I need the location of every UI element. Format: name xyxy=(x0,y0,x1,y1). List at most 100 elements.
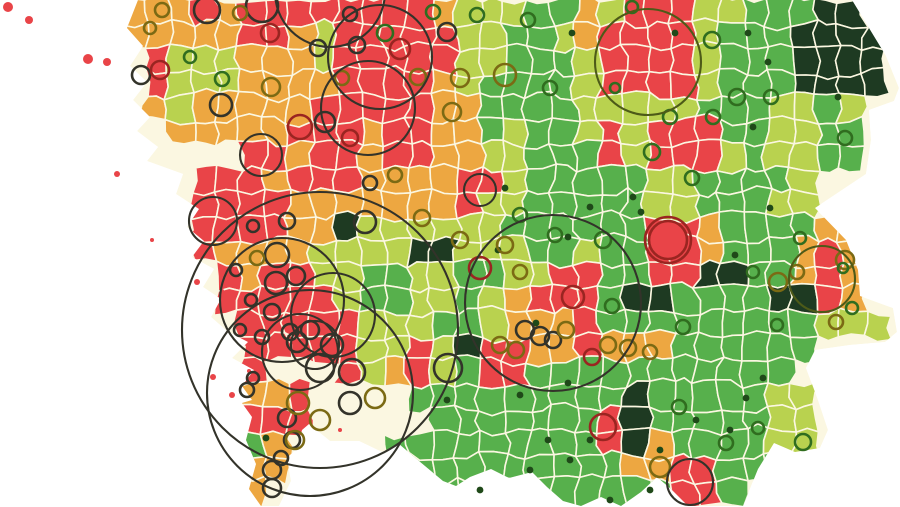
ring-marker xyxy=(361,174,379,192)
island xyxy=(114,171,120,177)
ring-marker xyxy=(827,313,845,331)
ring-marker-layer xyxy=(130,0,860,499)
ring-marker xyxy=(618,338,638,358)
dot-marker xyxy=(501,184,509,192)
ring-marker xyxy=(449,67,471,89)
island xyxy=(150,238,154,242)
dot-marker xyxy=(262,434,270,442)
municipality-cell xyxy=(816,143,842,174)
island xyxy=(83,54,93,64)
dot-marker-layer xyxy=(262,29,842,504)
graduated-circle xyxy=(665,457,715,507)
ring-marker xyxy=(363,386,387,410)
dot-marker xyxy=(646,486,654,494)
ring-marker xyxy=(286,113,314,141)
municipality-cell xyxy=(547,401,581,434)
region-layer xyxy=(127,0,899,506)
municipality-cell xyxy=(380,190,412,223)
ring-marker xyxy=(529,325,551,347)
ring-marker xyxy=(424,3,442,21)
ring-marker xyxy=(341,5,359,23)
ring-marker xyxy=(263,241,291,269)
ring-marker xyxy=(769,317,785,333)
ring-marker xyxy=(263,270,289,296)
ring-marker xyxy=(593,230,613,250)
municipality-cell xyxy=(647,46,675,74)
municipality-cell xyxy=(837,143,866,173)
municipality-cell xyxy=(478,476,509,506)
ring-marker xyxy=(541,79,559,97)
municipality-cell xyxy=(764,115,797,145)
ring-marker xyxy=(750,420,766,436)
municipality-cell xyxy=(714,190,746,213)
ring-marker xyxy=(704,108,722,126)
dot-marker xyxy=(586,203,594,211)
dot-marker xyxy=(516,391,524,399)
ring-marker xyxy=(642,142,662,162)
municipality-cell xyxy=(547,428,578,458)
ring-marker xyxy=(492,62,518,88)
ring-marker xyxy=(767,271,789,293)
municipality-cell xyxy=(478,44,508,78)
municipality-cell xyxy=(669,43,696,77)
ring-marker xyxy=(340,128,360,148)
dot-marker xyxy=(764,58,772,66)
ring-marker xyxy=(347,35,367,55)
dot-marker xyxy=(766,204,774,212)
ring-marker xyxy=(495,235,515,255)
dot-marker xyxy=(443,396,451,404)
graduated-circle xyxy=(593,7,703,117)
ring-marker xyxy=(793,432,813,452)
dot-marker xyxy=(726,426,734,434)
ring-marker xyxy=(308,38,328,58)
municipality-cell xyxy=(524,475,556,506)
graduated-circle xyxy=(238,132,284,178)
ring-marker xyxy=(467,255,493,281)
ring-marker xyxy=(243,292,259,308)
ring-marker xyxy=(259,22,281,44)
dot-marker xyxy=(731,251,739,259)
ring-marker xyxy=(337,357,367,387)
ring-marker xyxy=(375,23,395,43)
ring-marker xyxy=(836,261,850,275)
municipality-cell xyxy=(356,235,389,267)
municipality-cell xyxy=(427,188,459,221)
dot-marker xyxy=(692,416,700,424)
municipality-cell xyxy=(380,164,412,195)
ring-marker xyxy=(408,67,428,87)
ring-marker xyxy=(674,318,692,336)
dot-marker xyxy=(526,466,534,474)
municipality-cell xyxy=(502,476,529,506)
ring-marker xyxy=(546,226,564,244)
ring-marker xyxy=(231,4,249,22)
municipality-cell xyxy=(834,72,866,97)
ring-marker xyxy=(683,169,701,187)
ring-marker xyxy=(582,347,602,367)
graduated-circle xyxy=(274,0,386,49)
ring-marker xyxy=(648,455,672,479)
dot-marker xyxy=(606,496,614,504)
municipality-cell xyxy=(643,164,675,195)
ring-marker xyxy=(245,218,261,234)
dot-marker xyxy=(532,319,540,327)
municipality-cell xyxy=(572,20,602,51)
dot-marker xyxy=(564,379,572,387)
municipality-cell xyxy=(721,308,746,339)
ring-marker xyxy=(277,211,297,231)
municipality-cell xyxy=(672,377,694,414)
municipality-cell xyxy=(408,140,435,169)
municipality-cell xyxy=(574,384,602,412)
ring-marker xyxy=(836,129,854,147)
dot-marker xyxy=(629,193,637,201)
ring-marker xyxy=(208,92,234,118)
graduated-circle xyxy=(462,172,498,208)
ring-marker xyxy=(388,37,412,61)
ring-marker xyxy=(276,407,298,429)
municipality-cell xyxy=(762,450,797,481)
ring-marker xyxy=(560,284,586,310)
ring-marker xyxy=(285,265,307,287)
island xyxy=(210,374,216,380)
ring-marker xyxy=(511,263,529,281)
municipality-cell xyxy=(602,449,623,479)
